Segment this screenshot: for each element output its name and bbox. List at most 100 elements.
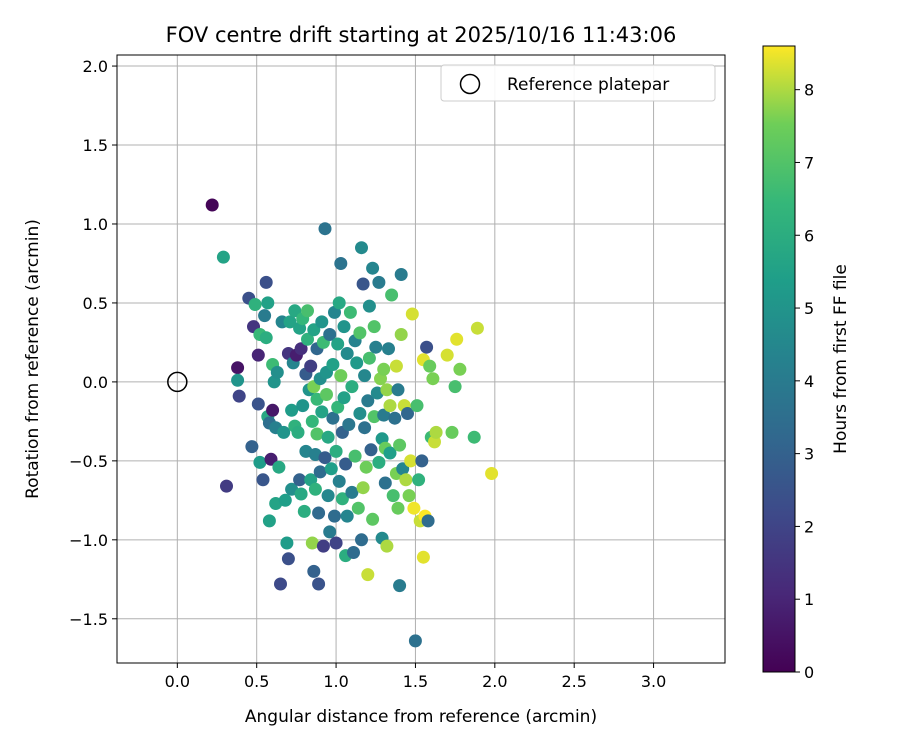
data-point bbox=[377, 408, 391, 422]
data-point bbox=[331, 400, 345, 414]
data-point bbox=[272, 460, 286, 474]
x-tick-label: 2.5 bbox=[561, 672, 586, 691]
data-point bbox=[334, 257, 348, 270]
plot-frame bbox=[116, 54, 726, 664]
data-point bbox=[386, 489, 400, 503]
data-point bbox=[251, 397, 265, 411]
scatter-points bbox=[205, 198, 499, 648]
data-point bbox=[304, 359, 318, 373]
data-point bbox=[372, 455, 386, 469]
x-tick-label: 1.0 bbox=[323, 672, 348, 691]
data-point bbox=[420, 340, 434, 354]
data-point bbox=[407, 501, 421, 515]
data-point bbox=[334, 369, 348, 383]
colorbar-tick-label: 5 bbox=[804, 299, 814, 318]
data-point bbox=[315, 405, 329, 419]
data-point bbox=[378, 476, 392, 490]
data-point bbox=[393, 579, 407, 593]
data-point bbox=[385, 288, 399, 302]
data-point bbox=[232, 389, 246, 403]
data-point bbox=[310, 427, 324, 441]
x-tick-label: 3.0 bbox=[641, 672, 666, 691]
data-point bbox=[361, 568, 375, 582]
x-tick-label: 0.0 bbox=[165, 672, 190, 691]
data-point bbox=[220, 479, 233, 493]
data-point bbox=[313, 465, 327, 479]
data-point bbox=[326, 411, 340, 425]
data-point bbox=[297, 504, 311, 518]
data-point bbox=[369, 340, 383, 354]
data-point bbox=[416, 550, 430, 564]
x-tick-label: 0.5 bbox=[244, 672, 269, 691]
data-point bbox=[361, 394, 375, 408]
data-point bbox=[351, 501, 365, 515]
data-point bbox=[394, 328, 408, 341]
data-point bbox=[281, 552, 295, 566]
data-point bbox=[329, 536, 343, 550]
data-point bbox=[231, 361, 245, 375]
data-point bbox=[450, 332, 464, 346]
data-point bbox=[259, 275, 273, 289]
data-point bbox=[356, 481, 370, 495]
data-point bbox=[331, 337, 345, 351]
data-point bbox=[366, 512, 380, 526]
data-point bbox=[261, 296, 275, 310]
data-point bbox=[408, 634, 422, 648]
colorbar-gradient bbox=[762, 45, 796, 673]
data-point bbox=[453, 362, 467, 376]
data-point bbox=[324, 462, 338, 476]
data-point bbox=[329, 444, 343, 458]
data-point bbox=[340, 509, 354, 523]
data-point bbox=[288, 304, 302, 318]
legend: Reference platepar bbox=[440, 64, 716, 102]
chart-title: FOV centre drift starting at 2025/10/16 … bbox=[166, 23, 677, 47]
data-point bbox=[274, 577, 287, 591]
data-point bbox=[470, 321, 484, 335]
data-point bbox=[253, 455, 267, 469]
data-point bbox=[277, 425, 291, 439]
data-point bbox=[405, 307, 419, 321]
data-point bbox=[445, 425, 459, 439]
data-point bbox=[318, 451, 332, 465]
y-tick-label: 0.0 bbox=[83, 373, 108, 392]
data-point bbox=[294, 487, 308, 501]
y-tick-label: 2.0 bbox=[83, 57, 108, 76]
data-point bbox=[396, 462, 410, 476]
data-point bbox=[323, 525, 337, 539]
data-point bbox=[339, 457, 353, 471]
data-point bbox=[270, 365, 284, 379]
y-tick-label: 0.5 bbox=[83, 294, 108, 313]
x-ticks: 0.0 0.5 1.0 1.5 2.0 2.5 3.0 bbox=[165, 663, 666, 691]
data-point bbox=[485, 467, 499, 480]
data-point bbox=[412, 473, 426, 487]
data-point bbox=[335, 492, 349, 506]
y-tick-label: −1.5 bbox=[69, 610, 108, 629]
x-tick-label: 1.5 bbox=[403, 672, 428, 691]
data-point bbox=[402, 489, 416, 503]
colorbar-tick-label: 3 bbox=[804, 445, 814, 464]
data-point bbox=[389, 359, 403, 373]
data-point bbox=[359, 460, 373, 474]
data-point bbox=[342, 418, 356, 431]
data-point bbox=[307, 323, 321, 337]
data-point bbox=[264, 452, 278, 466]
data-point bbox=[391, 383, 405, 397]
data-point bbox=[353, 407, 367, 420]
data-point bbox=[291, 425, 305, 439]
data-point bbox=[256, 473, 270, 487]
data-point bbox=[340, 347, 354, 360]
data-point bbox=[399, 473, 413, 487]
colorbar-tick-label: 8 bbox=[804, 81, 814, 100]
data-point bbox=[388, 411, 402, 425]
data-point bbox=[280, 536, 294, 550]
data-point bbox=[266, 403, 280, 417]
data-point bbox=[423, 359, 437, 373]
data-point bbox=[283, 315, 297, 329]
colorbar-ticks: 0 1 2 3 4 5 6 7 8 bbox=[795, 81, 814, 682]
data-point bbox=[323, 328, 337, 341]
data-point bbox=[377, 362, 391, 376]
data-point bbox=[318, 222, 332, 236]
data-point bbox=[312, 506, 326, 520]
data-point bbox=[337, 320, 351, 334]
